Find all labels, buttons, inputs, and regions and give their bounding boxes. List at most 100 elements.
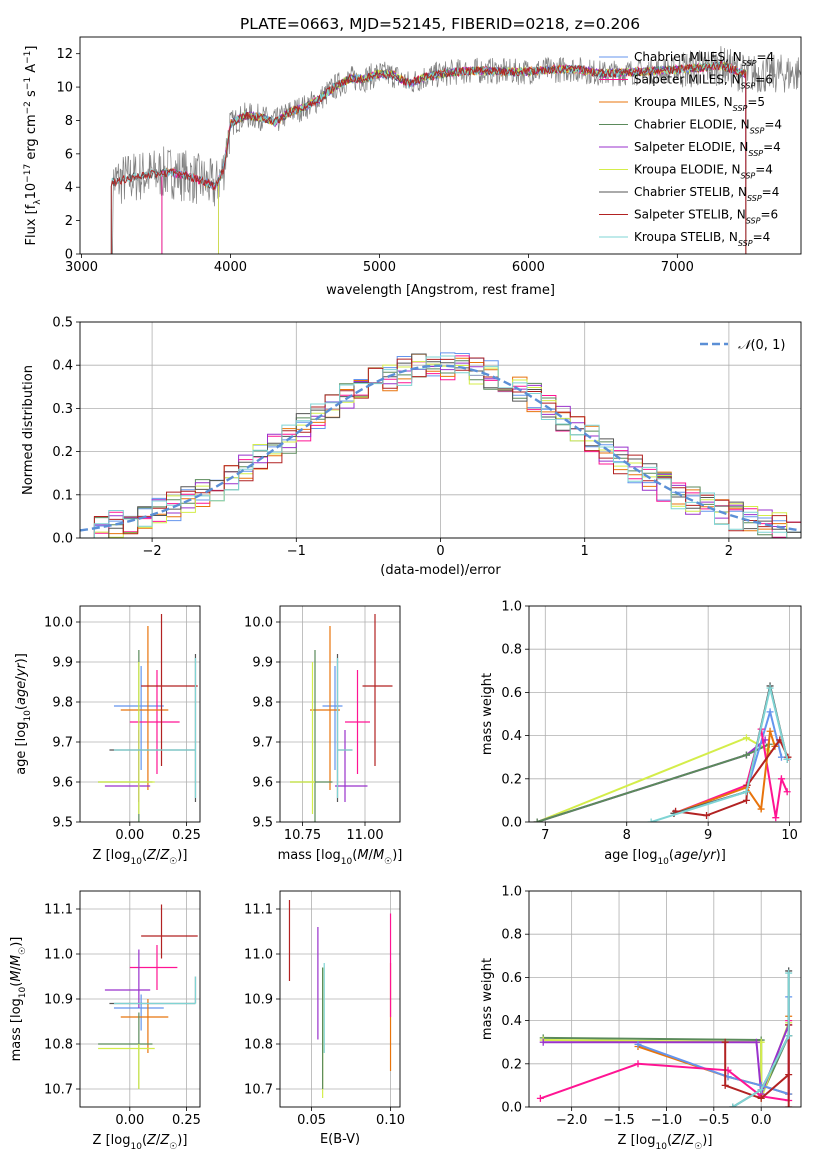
weight-marker [766,708,774,716]
axes-frame [528,890,802,1108]
label-part: 10 [23,710,33,722]
label-part: / [156,1133,161,1148]
y-tick-label: 10.7 [244,1083,273,1098]
weight-line [675,737,789,817]
label-part: −2 [23,101,33,114]
x-tick-label: 11.00 [346,828,383,843]
weight-marker [647,818,655,822]
legend-sub: SSP [746,216,761,225]
legend-label: Salpeter ELODIE, NSSP=4 [634,140,781,158]
label-part: Z [log [618,1133,656,1148]
weight-marker [783,755,791,763]
age-vs-mass-panel: 10.75 11.00 9.5 9.6 9.7 9.8 9.9 10.0 mass [log10… [244,605,403,867]
legend-count: =5 [747,95,765,109]
legend-label: Chabrier MILES, NSSP=4 [634,50,774,68]
legend-count: =4 [753,230,771,244]
label-part: mass weight [480,958,495,1040]
label-part: A [24,64,39,77]
legend-sub: SSP [738,239,753,248]
x-tick-label: 9 [704,828,712,843]
label-part: Z [log [93,1133,131,1148]
legend-name: Kroupa STELIB, N [634,230,738,244]
model-spectrum-line [110,61,747,254]
model-spectrum-line [110,60,747,254]
model-spectrum-line [161,61,747,254]
histogram-step-line [80,362,801,538]
y-tick-label: 9.7 [52,736,73,751]
x-tick-label: 0.00 [115,828,144,843]
y-tick-label: 11.1 [44,903,73,918]
y-tick-label: 0.5 [52,316,73,331]
histogram-step-line [80,353,801,538]
axes-frame [279,605,401,823]
normal-distribution-curve [80,364,801,532]
model-spectrum-line [161,60,747,254]
legend-label: Chabrier ELODIE, NSSP=4 [634,118,782,136]
legend-name: Chabrier ELODIE, N [634,118,750,132]
label-part: mass weight [480,673,495,755]
legend-sub: SSP [742,59,757,68]
weight-line [536,743,770,822]
x-tick-label: 0.0 [751,1113,772,1128]
label-part: ☉ [169,1142,177,1152]
x-tick-label: −2.0 [556,1113,588,1128]
histogram-step-line [80,357,801,538]
legend-count: =4 [755,163,773,177]
y-tick-label: 4 [65,181,73,196]
y-tick-label: 9.9 [252,656,273,671]
label-part: )] [392,848,402,863]
y-tick-label: 11.0 [44,948,73,963]
label-part: )] [177,848,187,863]
weight-vs-metallicity-panel: −2.0 −1.5 −1.0 −0.5 0.0 0.0 0.2 0.4 0.6 0.8 1.0 Z [… [480,885,802,1152]
legend-label: Salpeter STELIB, NSSP=6 [634,208,778,226]
y-tick-label: 0 [65,248,73,263]
y-tick-label: 0.6 [501,686,522,701]
label-part: age [log [14,722,29,775]
label-part: / [156,848,161,863]
weight-marker [752,1038,760,1046]
weight-marker [742,788,750,796]
weight-marker [777,753,785,761]
legend-name: Kroupa MILES, N [634,95,733,109]
plot-area [536,967,793,1107]
y-axis-label: mass [log10(M/M☉)] [9,937,28,1062]
y-axis-label: Normed distribution [21,365,36,495]
label-part: )] [177,1133,187,1148]
label-part: Z [684,1133,695,1148]
weight-marker [785,1103,793,1107]
label-part: ( [9,982,24,987]
axes-frame [79,36,802,255]
plot-area [533,682,792,822]
x-tick-label: 7 [541,828,549,843]
y-tick-label: 9.8 [52,696,73,711]
y-axis-label: Flux [fλ10−17 erg cm−2 s−1 A−1] [23,46,43,246]
label-part: ] [24,46,39,51]
x-tick-label: 6000 [512,260,545,275]
plot-area [288,900,392,1098]
label-part: Z [159,848,170,863]
legend-name: Salpeter STELIB, N [634,208,746,222]
axes-frame [79,605,201,823]
weight-marker [634,1060,642,1068]
x-axis-label: mass [log10(M/M☉)] [278,848,403,867]
x-tick-label: 0.05 [297,1113,326,1128]
weight-line [543,1024,790,1095]
weight-marker [539,1038,547,1046]
weight-marker [785,1071,793,1079]
y-tick-label: 1.0 [501,885,522,900]
weight-marker [777,775,785,783]
weight-marker [757,1086,765,1094]
label-part: )] [9,937,24,947]
label-part: s [24,90,39,101]
label-part: M [9,955,24,966]
legend-count: =4 [762,185,780,199]
y-tick-label: 9.7 [252,736,273,751]
plot-area [98,904,198,1089]
legend-count: =4 [756,50,774,64]
weight-line [543,1022,790,1099]
legend-name: Salpeter MILES, N [634,73,741,87]
plot-area [290,614,393,822]
label-part: ☉ [384,857,392,867]
legend-sub: SSP [741,171,756,180]
label-part: ( [352,848,357,863]
